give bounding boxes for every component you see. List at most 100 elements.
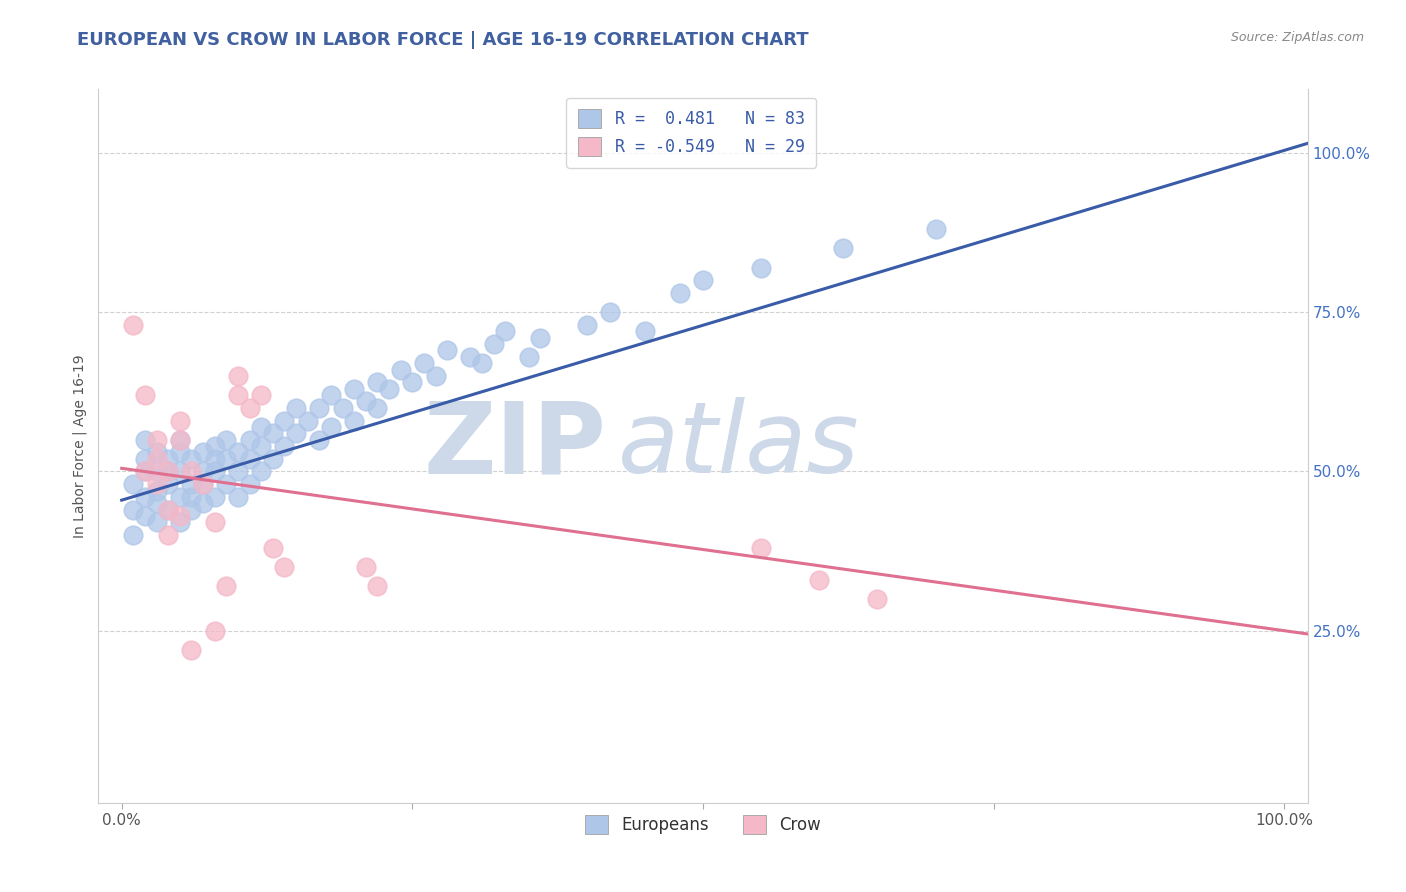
Point — [401, 376, 423, 390]
Point — [262, 426, 284, 441]
Point — [308, 401, 330, 415]
Point — [134, 433, 156, 447]
Point — [191, 465, 214, 479]
Point — [145, 433, 167, 447]
Point — [575, 318, 598, 332]
Point — [517, 350, 540, 364]
Point — [157, 528, 180, 542]
Point — [599, 305, 621, 319]
Point — [354, 394, 377, 409]
Point — [122, 477, 145, 491]
Point — [215, 433, 238, 447]
Point — [262, 541, 284, 555]
Point — [378, 382, 401, 396]
Point — [145, 451, 167, 466]
Point — [169, 516, 191, 530]
Point — [180, 643, 202, 657]
Text: EUROPEAN VS CROW IN LABOR FORCE | AGE 16-19 CORRELATION CHART: EUROPEAN VS CROW IN LABOR FORCE | AGE 16… — [77, 31, 808, 49]
Point — [366, 401, 388, 415]
Point — [157, 465, 180, 479]
Point — [389, 362, 412, 376]
Point — [215, 579, 238, 593]
Point — [180, 465, 202, 479]
Point — [332, 401, 354, 415]
Point — [319, 388, 342, 402]
Point — [204, 624, 226, 638]
Point — [145, 516, 167, 530]
Point — [262, 451, 284, 466]
Point — [343, 413, 366, 427]
Point — [145, 445, 167, 459]
Point — [169, 465, 191, 479]
Point — [250, 420, 273, 434]
Point — [145, 483, 167, 498]
Point — [157, 502, 180, 516]
Point — [215, 477, 238, 491]
Point — [157, 451, 180, 466]
Point — [180, 451, 202, 466]
Point — [191, 477, 214, 491]
Point — [273, 439, 295, 453]
Point — [668, 286, 690, 301]
Point — [134, 451, 156, 466]
Point — [180, 502, 202, 516]
Point — [134, 490, 156, 504]
Point — [226, 465, 249, 479]
Point — [471, 356, 494, 370]
Point — [226, 490, 249, 504]
Point — [180, 490, 202, 504]
Point — [308, 433, 330, 447]
Point — [354, 560, 377, 574]
Point — [134, 465, 156, 479]
Point — [134, 388, 156, 402]
Point — [413, 356, 436, 370]
Point — [191, 445, 214, 459]
Point — [250, 388, 273, 402]
Point — [273, 413, 295, 427]
Point — [145, 465, 167, 479]
Text: ZIP: ZIP — [423, 398, 606, 494]
Point — [122, 502, 145, 516]
Point — [250, 439, 273, 453]
Point — [749, 541, 772, 555]
Point — [226, 388, 249, 402]
Point — [157, 465, 180, 479]
Point — [366, 376, 388, 390]
Text: atlas: atlas — [619, 398, 860, 494]
Point — [134, 465, 156, 479]
Point — [692, 273, 714, 287]
Point — [239, 433, 262, 447]
Point — [204, 465, 226, 479]
Point — [319, 420, 342, 434]
Point — [134, 509, 156, 524]
Point — [169, 509, 191, 524]
Point — [157, 477, 180, 491]
Point — [204, 490, 226, 504]
Point — [204, 451, 226, 466]
Point — [169, 433, 191, 447]
Point — [204, 516, 226, 530]
Point — [529, 331, 551, 345]
Point — [122, 528, 145, 542]
Point — [273, 560, 295, 574]
Point — [191, 496, 214, 510]
Point — [180, 477, 202, 491]
Point — [749, 260, 772, 275]
Point — [343, 382, 366, 396]
Point — [250, 465, 273, 479]
Point — [169, 445, 191, 459]
Point — [145, 496, 167, 510]
Point — [239, 451, 262, 466]
Point — [634, 324, 657, 338]
Point — [831, 242, 853, 256]
Point — [226, 445, 249, 459]
Point — [169, 433, 191, 447]
Point — [215, 451, 238, 466]
Point — [157, 502, 180, 516]
Point — [808, 573, 831, 587]
Y-axis label: In Labor Force | Age 16-19: In Labor Force | Age 16-19 — [73, 354, 87, 538]
Point — [866, 591, 889, 606]
Point — [482, 337, 505, 351]
Point — [436, 343, 458, 358]
Text: Source: ZipAtlas.com: Source: ZipAtlas.com — [1230, 31, 1364, 45]
